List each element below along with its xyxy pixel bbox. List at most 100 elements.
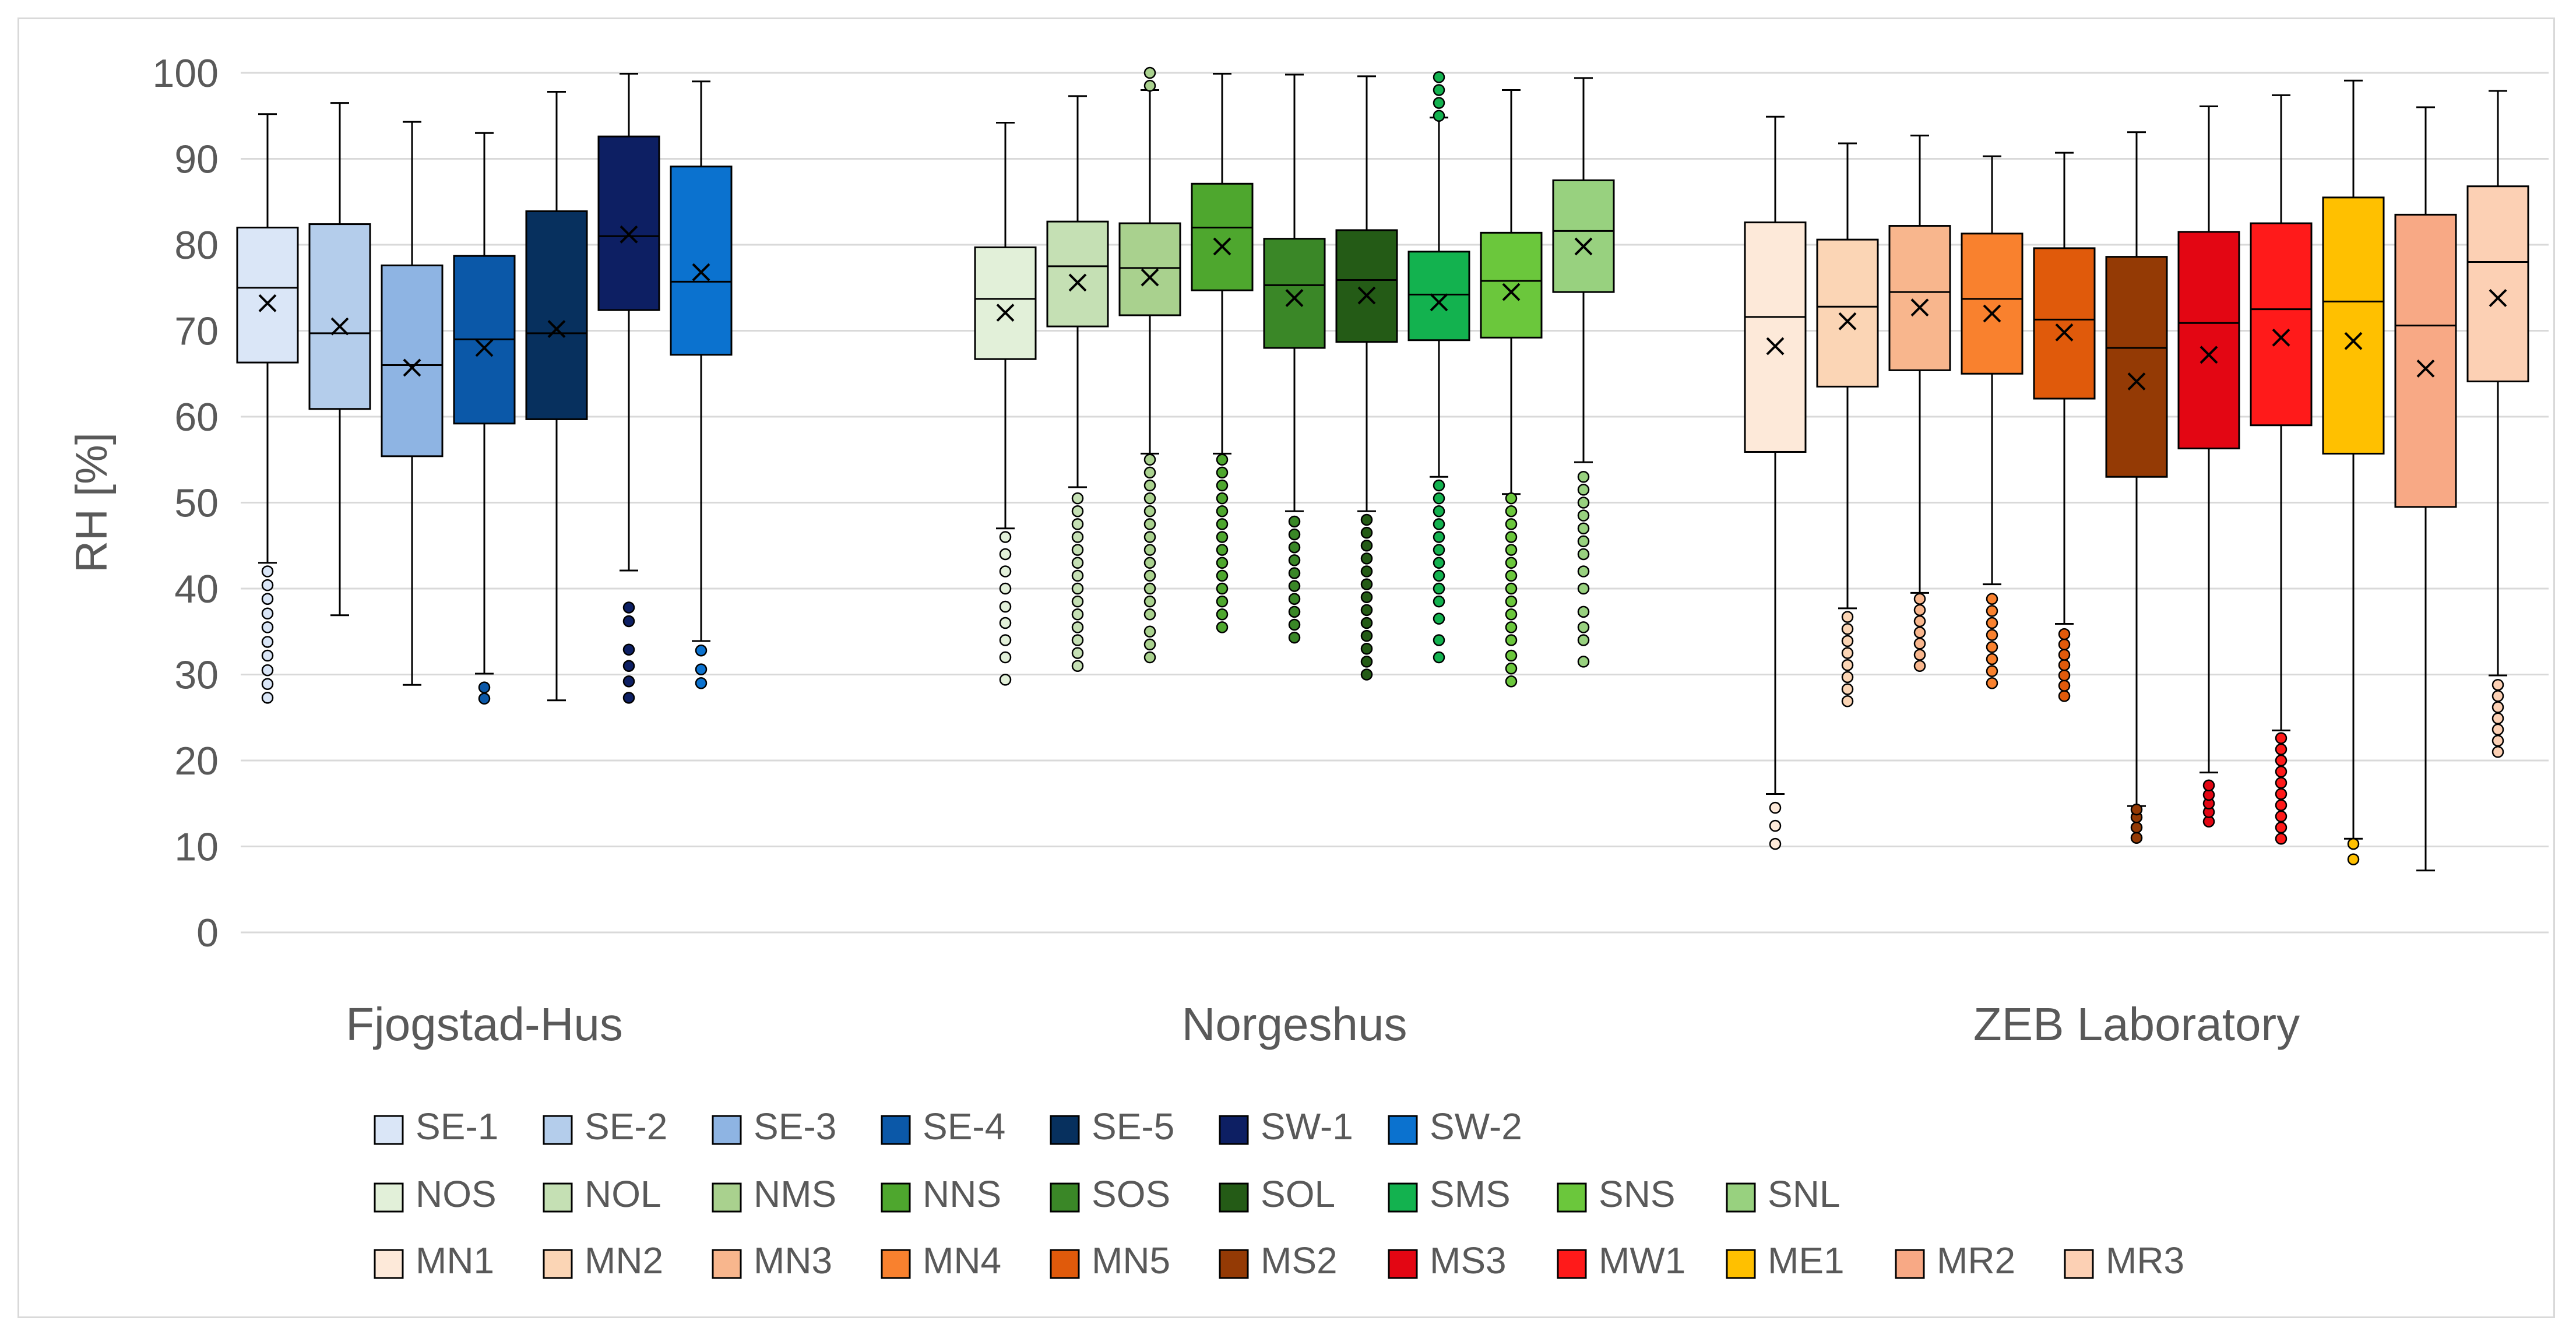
outlier-point [2491, 723, 2504, 736]
outlier-point [1143, 608, 1156, 621]
outlier-point [1433, 84, 1445, 96]
outlier-point [1216, 479, 1229, 492]
box-SE-5 [525, 210, 588, 420]
outlier-point [1986, 605, 1998, 617]
mean-marker [2055, 323, 2074, 341]
outlier-point [1505, 492, 1518, 505]
outlier-point [1143, 518, 1156, 530]
outlier-point [1216, 582, 1229, 595]
y-tick-label: 30 [174, 653, 219, 698]
y-tick-label: 20 [174, 739, 219, 783]
mean-marker [2127, 372, 2146, 390]
outlier-point [1986, 629, 1998, 641]
box-NMS [1118, 222, 1181, 316]
legend-label-MS3: MS3 [1430, 1240, 1507, 1281]
outlier-point [1769, 801, 1782, 814]
outlier-point [1433, 479, 1445, 492]
outlier-point [2275, 799, 2288, 811]
outlier-point [1841, 623, 1854, 635]
outlier-point [1433, 71, 1445, 83]
mean-marker [2344, 332, 2363, 350]
outlier-point [1433, 595, 1445, 608]
outlier-point [1071, 660, 1084, 672]
outlier-point [1505, 595, 1518, 608]
outlier-point [1577, 656, 1590, 668]
outlier-point [2275, 788, 2288, 800]
outlier-point [622, 660, 635, 672]
outlier-point [1913, 604, 1926, 617]
outlier-point [1841, 695, 1854, 707]
mean-marker [1141, 268, 1159, 287]
outlier-point [1360, 565, 1373, 578]
box-SOS [1263, 238, 1326, 349]
outlier-point [478, 692, 491, 705]
legend-swatch-MN4 [881, 1249, 911, 1279]
outlier-point [2058, 638, 2071, 651]
legend-label-SE-2: SE-2 [585, 1105, 667, 1147]
legend-swatch-MW1 [1557, 1249, 1587, 1279]
outlier-point [2275, 743, 2288, 756]
box-SNL [1552, 179, 1615, 293]
outlier-point [261, 607, 274, 620]
outlier-point [2058, 659, 2071, 671]
outlier-point [1505, 544, 1518, 556]
outlier-point [261, 636, 274, 648]
legend-swatch-SE-1 [374, 1115, 404, 1145]
outlier-point [261, 621, 274, 633]
mean-marker [692, 263, 710, 281]
legend-swatch-SW-2 [1388, 1115, 1418, 1145]
outlier-point [2058, 679, 2071, 692]
outlier-point [1143, 466, 1156, 479]
legend-label-MR3: MR3 [2106, 1240, 2184, 1281]
legend-swatch-SMS [1388, 1182, 1418, 1213]
legend-swatch-SOS [1050, 1182, 1080, 1213]
outlier-point [1577, 497, 1590, 509]
legend-swatch-MN5 [1050, 1249, 1080, 1279]
outlier-point [261, 579, 274, 591]
y-tick-label: 40 [174, 567, 219, 611]
outlier-point [1143, 625, 1156, 638]
outlier-point [1913, 615, 1926, 628]
legend-label-NOS: NOS [416, 1173, 497, 1215]
legend-swatch-MR2 [1895, 1249, 1925, 1279]
box-MN3 [1888, 225, 1951, 371]
legend-swatch-SE-2 [543, 1115, 573, 1145]
mean-marker [2200, 346, 2218, 364]
outlier-point [622, 675, 635, 688]
outlier-point [1913, 593, 1926, 605]
outlier-point [1505, 531, 1518, 543]
outlier-point [1360, 643, 1373, 655]
outlier-point [1143, 638, 1156, 651]
outlier-point [261, 649, 274, 662]
box-MR3 [2466, 185, 2529, 383]
box-SW-2 [670, 166, 733, 356]
outlier-point [1360, 656, 1373, 668]
outlier-point [999, 674, 1012, 686]
outlier-point [1433, 505, 1445, 517]
legend-swatch-SE-3 [712, 1115, 742, 1145]
box-MW1 [2250, 222, 2313, 427]
outlier-point [1433, 569, 1445, 582]
outlier-point [622, 643, 635, 656]
outlier-point [695, 644, 708, 657]
outlier-point [1288, 567, 1301, 579]
y-tick-label: 80 [174, 223, 219, 267]
mean-marker [2272, 328, 2290, 347]
mean-marker [1910, 298, 1929, 317]
legend-swatch-MS2 [1219, 1249, 1249, 1279]
y-tick-label: 90 [174, 138, 219, 182]
y-tick-label: 60 [174, 395, 219, 439]
outlier-point [1577, 582, 1590, 595]
box-SE-3 [381, 264, 444, 457]
legend-swatch-NOS [374, 1182, 404, 1213]
legend-swatch-MR3 [2064, 1249, 2094, 1279]
outlier-point [1505, 634, 1518, 646]
outlier-point [1216, 569, 1229, 582]
outlier-point [1216, 492, 1229, 505]
outlier-point [1433, 531, 1445, 543]
outlier-point [1505, 608, 1518, 621]
outlier-point [999, 600, 1012, 613]
outlier-point [1986, 593, 1998, 605]
outlier-point [1360, 552, 1373, 565]
outlier-point [1505, 675, 1518, 688]
